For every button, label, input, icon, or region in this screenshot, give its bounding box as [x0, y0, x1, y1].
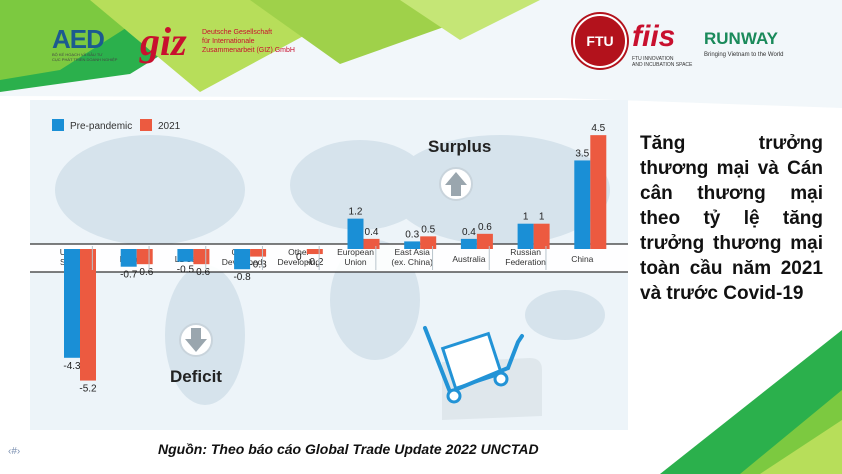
- data-label-pre-pandemic-china: 3.5: [575, 148, 589, 159]
- category-label-east-asia-ex-china: East Asia: [394, 247, 430, 257]
- plot-area: UnitedStates-4.3-5.2India-0.7-0.6LDCs-0.…: [30, 123, 628, 395]
- category-label-european-union: European: [337, 247, 374, 257]
- ftu-seal-logo: FTU: [573, 14, 627, 68]
- data-label-2021-other-developed: -0.3: [249, 260, 267, 271]
- surplus-label: Surplus: [428, 137, 491, 156]
- category-label-other-developing: Developing: [278, 257, 321, 267]
- data-label-pre-pandemic-united-states: -4.3: [63, 361, 81, 372]
- aed-logo-mark: AED: [52, 24, 105, 54]
- bar-2021-ldcs: [193, 249, 210, 265]
- bar-2021-china: [590, 135, 607, 249]
- data-label-2021-india: -0.6: [136, 267, 154, 278]
- data-label-pre-pandemic-east-asia-ex-china: 0.3: [405, 229, 419, 240]
- data-label-pre-pandemic-india: -0.7: [120, 270, 138, 281]
- bar-2021-australia: [476, 233, 493, 249]
- hand-truck-illustration: [423, 326, 542, 420]
- bar-pre-pandemic-united-states: [64, 249, 80, 358]
- data-label-2021-china: 4.5: [591, 123, 605, 134]
- fiis-logo-subtitle: FTU INNOVATION AND INCUBATION SPACE: [632, 56, 712, 68]
- bar-pre-pandemic-other-developed: [234, 249, 251, 270]
- data-label-2021-east-asia-ex-china: 0.5: [421, 224, 435, 235]
- giz-logo: giz Deutsche Gesellschaft für Internatio…: [140, 19, 295, 64]
- giz-text-line-2: für Internationale: [202, 38, 255, 45]
- aed-logo: AED BỘ KẾ HOẠCH VÀ ĐẦU TƯ CỤC PHÁT TRIỂN…: [52, 26, 132, 66]
- surplus-annotation: Surplus: [428, 137, 491, 201]
- fiis-logo: fiis: [632, 20, 676, 53]
- giz-logo-text: Deutsche Gesellschaft für Internationale…: [202, 28, 322, 55]
- fiis-sub-line-2: AND INCUBATION SPACE: [632, 62, 693, 68]
- ftu-seal-mark: FTU: [586, 33, 614, 49]
- deficit-annotation: Deficit: [170, 323, 222, 386]
- data-label-pre-pandemic-ldcs: -0.5: [177, 265, 195, 276]
- fiis-sub-line-1: FTU INNOVATION: [632, 56, 674, 62]
- data-label-pre-pandemic-european-union: 1.2: [349, 207, 363, 218]
- data-label-2021-russian-federation: 1: [539, 212, 545, 223]
- category-label-east-asia-ex-china: (ex. China): [391, 257, 433, 267]
- category-label-russian-federation: Russian: [510, 247, 541, 257]
- bar-2021-russian-federation: [533, 223, 550, 249]
- category-label-china: China: [571, 254, 593, 264]
- bar-2021-india: [136, 249, 153, 265]
- legend-swatch-2021: [140, 119, 152, 131]
- data-label-2021-united-states: -5.2: [79, 384, 97, 395]
- runway-logo: RUNWAY: [704, 29, 778, 48]
- giz-text-line-1: Deutsche Gesellschaft: [202, 29, 273, 36]
- bar-pre-pandemic-ldcs: [177, 249, 194, 262]
- legend-label-2021: 2021: [158, 121, 181, 132]
- category-label-russian-federation: Federation: [505, 257, 546, 267]
- data-label-pre-pandemic-other-developed: -0.8: [233, 272, 251, 283]
- aed-logo-subtitle-2: CỤC PHÁT TRIỂN DOANH NGHIỆP: [52, 57, 118, 62]
- runway-tagline: Bringing Vietnam to the World: [704, 52, 784, 58]
- slide-description: Tăng trưởng thương mại và Cán cân thương…: [640, 133, 823, 304]
- bar-2021-other-developing: [306, 249, 323, 255]
- bar-2021-east-asia-ex-china: [420, 236, 437, 249]
- deficit-label: Deficit: [170, 367, 222, 386]
- trade-balance-chart: Pre-pandemic 2021 Surplus Deficit: [30, 119, 628, 420]
- data-label-2021-ldcs: -0.6: [193, 267, 211, 278]
- data-label-pre-pandemic-other-developing: 0: [296, 252, 302, 263]
- bar-pre-pandemic-australia: [460, 238, 477, 249]
- bar-pre-pandemic-india: [120, 249, 137, 267]
- bar-2021-other-developed: [250, 249, 267, 257]
- surplus-arrow-shape: [445, 172, 467, 196]
- legend-swatch-pre-pandemic: [52, 119, 64, 131]
- legend: Pre-pandemic 2021: [52, 119, 181, 132]
- bar-2021-united-states: [80, 249, 96, 381]
- category-label-australia: Australia: [452, 254, 485, 264]
- data-label-2021-european-union: 0.4: [365, 227, 379, 238]
- category-label-other-developing: Other: [288, 247, 309, 257]
- deficit-arrow-shape: [185, 328, 207, 352]
- data-label-pre-pandemic-russian-federation: 1: [523, 212, 529, 223]
- data-label-2021-australia: 0.6: [478, 222, 492, 233]
- data-label-2021-other-developing: -0.2: [306, 257, 324, 268]
- bar-pre-pandemic-european-union: [347, 218, 364, 249]
- chart-panel: Pre-pandemic 2021 Surplus Deficit: [30, 100, 628, 430]
- bar-pre-pandemic-east-asia-ex-china: [404, 241, 421, 249]
- bar-pre-pandemic-russian-federation: [517, 223, 534, 249]
- bar-2021-european-union: [363, 238, 380, 249]
- bar-pre-pandemic-china: [574, 160, 591, 249]
- giz-text-line-3: Zusammenarbeit (GIZ) GmbH: [202, 47, 295, 54]
- page-number: ‹#›: [8, 446, 21, 457]
- giz-logo-mark: giz: [140, 19, 187, 64]
- aed-logo-subtitle-1: BỘ KẾ HOẠCH VÀ ĐẦU TƯ: [52, 52, 103, 57]
- data-label-pre-pandemic-australia: 0.4: [462, 227, 476, 238]
- source-citation: Nguồn: Theo báo cáo Global Trade Update …: [158, 441, 539, 457]
- category-label-european-union: Union: [344, 257, 366, 267]
- legend-label-pre-pandemic: Pre-pandemic: [70, 121, 132, 132]
